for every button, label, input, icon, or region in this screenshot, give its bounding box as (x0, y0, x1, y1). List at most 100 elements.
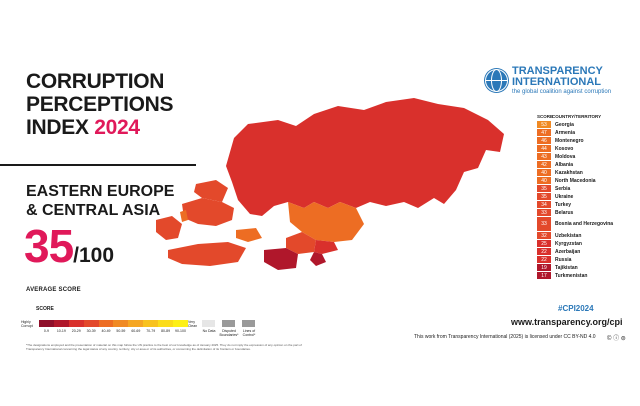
legend-color-bar (39, 320, 188, 327)
average-score: 35/100 (24, 222, 114, 280)
ranking-country: Montenegro (555, 137, 584, 144)
ranking-row: 40 North Macedonia (537, 177, 633, 185)
ranking-score: 22 (537, 248, 551, 255)
title-line-2: PERCEPTIONS (26, 93, 174, 116)
map-turkey (168, 242, 246, 266)
legend-tick-row: 0-9 10-19 20-29 30-39 40-49 50-59 60-69 70-79 80… (39, 329, 188, 333)
average-score-value: 35 (24, 220, 74, 272)
region-heading: EASTERN EUROPE & CENTRAL ASIA (26, 182, 206, 220)
score-legend: SCORE Highly Corrupt 0-9 10-19 20-29 30-39 4… (21, 306, 286, 337)
map-caucasus (236, 228, 262, 242)
ranking-country: Bosnia and Herzegovina (555, 221, 614, 227)
ranking-row: 33 Belarus (537, 209, 633, 217)
ranking-score: 34 (537, 201, 551, 208)
ranking-row: 42 Albania (537, 161, 633, 169)
map-ukraine (182, 198, 234, 226)
ranking-country: Moldova (555, 153, 576, 160)
legend-tick: 30-39 (86, 329, 96, 333)
ranking-header: SCORE COUNTRY/TERRITORY (537, 112, 633, 121)
ranking-row: 53 Georgia (537, 121, 633, 129)
region-line-1: EASTERN EUROPE (26, 183, 175, 200)
ranking-header-country: COUNTRY/TERRITORY (552, 114, 602, 119)
license-icon: © ⓘ ⊜ (607, 336, 626, 342)
ranking-row: 32 Uzbekistan (537, 232, 633, 240)
map-tajikistan (310, 252, 326, 266)
ranking-score: 47 (537, 129, 551, 136)
ranking-score: 25 (537, 240, 551, 247)
region-map (138, 90, 518, 300)
ranking-score: 53 (537, 121, 551, 128)
ranking-row: 25 Kyrgyzstan (537, 240, 633, 248)
ranking-score: 40 (537, 177, 551, 184)
legend-swatch (39, 320, 54, 327)
globe-icon (484, 68, 509, 93)
legend-tick: 70-79 (146, 329, 156, 333)
ranking-row: 33 Bosnia and Herzegovina (537, 217, 633, 232)
legend-swatch (53, 320, 69, 327)
ranking-row: 47 Armenia (537, 129, 633, 137)
no-data-swatch (202, 320, 215, 327)
ranking-score: 32 (537, 232, 551, 239)
ranking-score: 42 (537, 161, 551, 168)
legend-low-label: Very Clean (188, 320, 198, 328)
ranking-score: 44 (537, 145, 551, 152)
ranking-score: 22 (537, 256, 551, 263)
ranking-score: 33 (537, 209, 551, 216)
map-kazakhstan (288, 202, 364, 242)
map-belarus (194, 180, 228, 202)
ranking-score: 43 (537, 153, 551, 160)
legend-swatch (143, 320, 159, 327)
disputed-swatch (222, 320, 235, 327)
legend-swatch (83, 320, 99, 327)
ranking-country: Turkey (555, 201, 572, 208)
legend-tick: 60-69 (131, 329, 141, 333)
title-year: 2024 (94, 116, 140, 139)
ranking-country: Turkmenistan (555, 272, 588, 279)
page-title: CORRUPTION PERCEPTIONS INDEX 2024 (26, 70, 236, 139)
license-text: This work from Transparency Internationa… (414, 334, 596, 340)
legend-swatch (113, 320, 129, 327)
ranking-row: 44 Kosovo (537, 145, 633, 153)
map-balkans (156, 216, 182, 240)
ranking-row: 22 Russia (537, 256, 633, 264)
legend-tick: 90-100 (175, 329, 186, 333)
ranking-country: North Macedonia (555, 177, 596, 184)
ranking-country: Azerbaijan (555, 248, 581, 255)
ranking-score: 46 (537, 137, 551, 144)
ranking-country: Ukraine (555, 193, 574, 200)
ranking-row: 35 Ukraine (537, 193, 633, 201)
average-score-label: AVERAGE SCORE (26, 287, 81, 293)
ranking-country: Albania (555, 161, 574, 168)
ranking-row: 46 Montenegro (537, 137, 633, 145)
hashtag[interactable]: #CPI2024 (558, 304, 594, 313)
title-line-1: CORRUPTION (26, 70, 165, 93)
map-turkmenistan (264, 248, 298, 270)
ranking-score: 19 (537, 264, 551, 271)
country-ranking: SCORE COUNTRY/TERRITORY 53 Georgia 47 Armen… (537, 112, 633, 280)
legend-tick: 40-49 (101, 329, 111, 333)
ranking-row: 43 Moldova (537, 153, 633, 161)
ranking-country: Kyrgyzstan (555, 240, 582, 247)
ranking-row: 35 Serbia (537, 185, 633, 193)
ranking-country: Georgia (555, 121, 574, 128)
brand-name-line-2: INTERNATIONAL (512, 76, 602, 88)
title-divider (0, 164, 196, 166)
ranking-country: Belarus (555, 209, 574, 216)
ranking-row: 17 Turkmenistan (537, 272, 633, 280)
map-russia (226, 98, 504, 216)
legend-swatch (173, 320, 188, 327)
legend-title: SCORE (36, 306, 54, 312)
ranking-rows: 53 Georgia 47 Armenia 46 Montenegro 44 Kosovo 43… (537, 121, 633, 280)
legend-swatch (128, 320, 144, 327)
brand-logo: TRANSPARENCY INTERNATIONAL the global co… (484, 66, 634, 98)
ranking-country: Kosovo (555, 145, 574, 152)
legend-high-label: Highly Corrupt (21, 320, 33, 328)
ranking-country: Armenia (555, 129, 576, 136)
ranking-header-score: SCORE (537, 114, 554, 119)
lines-control-swatch (242, 320, 255, 327)
legend-tick: 80-89 (161, 329, 171, 333)
ranking-country: Uzbekistan (555, 232, 582, 239)
website-link[interactable]: www.transparency.org/cpi (511, 317, 623, 327)
ranking-score: 33 (537, 217, 551, 231)
ranking-country: Kazakhstan (555, 169, 583, 176)
